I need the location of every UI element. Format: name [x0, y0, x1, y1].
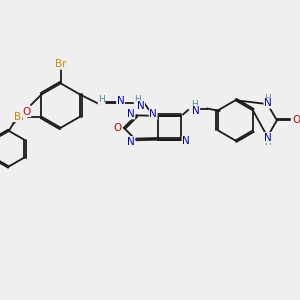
Text: Br: Br — [55, 59, 67, 69]
Text: Br: Br — [14, 112, 26, 122]
Text: O: O — [22, 106, 31, 117]
Text: N: N — [264, 98, 272, 108]
Text: H: H — [264, 137, 271, 146]
Text: H: H — [264, 94, 271, 103]
Text: N: N — [127, 137, 135, 147]
Text: N: N — [127, 109, 135, 119]
Text: N: N — [149, 110, 157, 119]
Text: N: N — [117, 96, 124, 106]
Text: N: N — [264, 133, 272, 142]
Text: O: O — [292, 116, 300, 125]
Text: H: H — [134, 95, 141, 104]
Text: O: O — [113, 123, 122, 133]
Text: N: N — [192, 106, 199, 116]
Text: N: N — [137, 101, 145, 111]
Text: N: N — [182, 136, 190, 146]
Text: H: H — [191, 100, 198, 109]
Text: H: H — [98, 95, 105, 104]
